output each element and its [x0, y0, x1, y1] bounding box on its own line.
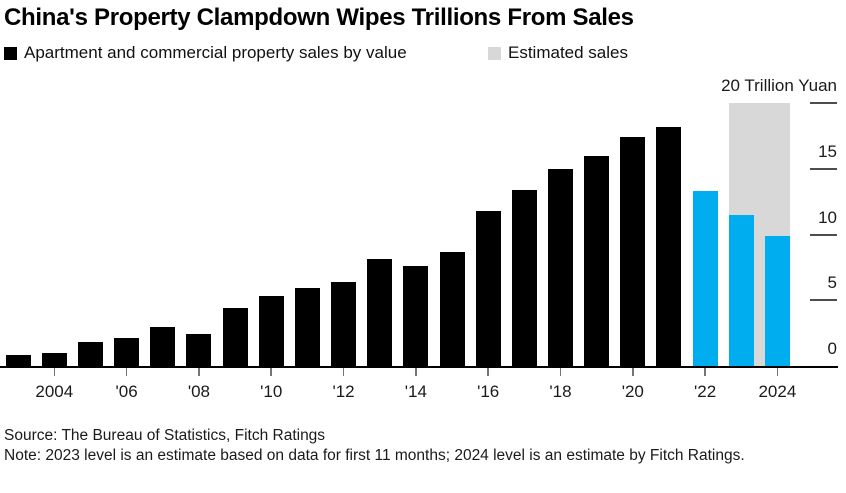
x-tick-2018	[559, 368, 562, 376]
legend-label-actual-sales: Apartment and commercial property sales …	[24, 43, 407, 62]
legend-item-estimated-sales: Estimated sales	[488, 43, 628, 62]
x-label-2004: 2004	[35, 382, 74, 401]
x-label-2014: '14	[404, 382, 427, 401]
x-tick-2004	[53, 368, 56, 376]
bar-2006	[114, 338, 140, 366]
y-label-5: 5	[827, 273, 837, 293]
x-tick-2006	[125, 368, 128, 376]
x-tick-2014	[415, 368, 417, 376]
bar-2018	[547, 168, 573, 366]
bar-2013	[367, 259, 393, 366]
x-label-2006: '06	[115, 382, 138, 401]
x-label-2024: 2024	[758, 382, 797, 401]
chart-footer: Source: The Bureau of Statistics, Fitch …	[4, 426, 764, 466]
bar-2019	[584, 155, 610, 366]
x-tick-2012	[342, 368, 345, 376]
bar-2005	[77, 342, 103, 366]
x-tick-2008	[198, 368, 200, 376]
x-tick-2016	[487, 368, 489, 376]
y-label-0: 0	[827, 339, 837, 358]
bar-2004	[41, 352, 67, 366]
y-tick-5	[810, 299, 837, 302]
bar-2015	[439, 251, 465, 366]
bar-2014	[403, 266, 429, 366]
x-tick-2010	[270, 368, 272, 376]
x-label-2010: '10	[260, 382, 283, 401]
bar-2021	[656, 126, 682, 366]
bar-2003	[5, 355, 31, 366]
x-label-2012: '12	[332, 382, 355, 401]
y-tick-10	[810, 233, 837, 236]
legend-swatch-actual-sales	[4, 46, 17, 60]
x-axis-line	[0, 366, 838, 368]
x-tick-2020	[632, 368, 634, 376]
legend-item-actual-sales: Apartment and commercial property sales …	[4, 43, 407, 62]
x-label-2008: '08	[187, 382, 210, 401]
x-label-2016: '16	[477, 382, 500, 401]
bar-2023	[728, 214, 754, 366]
note-text: Note: 2023 level is an estimate based on…	[4, 447, 745, 464]
legend-swatch-estimated-sales	[488, 46, 501, 60]
y-label-15: 15	[818, 141, 837, 161]
bar-2016	[475, 210, 501, 366]
bar-2008	[186, 334, 212, 366]
legend-label-estimated-sales: Estimated sales	[508, 43, 628, 62]
bar-2012	[331, 281, 357, 366]
x-label-2018: '18	[549, 382, 572, 401]
x-tick-2022	[704, 368, 706, 376]
bar-2010	[258, 296, 284, 366]
y-axis-unit-label: 20 Trillion Yuan	[721, 76, 837, 95]
y-label-10: 10	[818, 207, 837, 227]
bar-2024	[764, 235, 790, 366]
source-text: Source: The Bureau of Statistics, Fitch …	[4, 427, 326, 444]
x-label-2020: '20	[621, 382, 644, 401]
bar-2022	[692, 191, 718, 366]
bar-2020	[620, 137, 646, 366]
chart-title: China's Property Clampdown Wipes Trillio…	[4, 4, 634, 31]
bar-2009	[222, 308, 248, 366]
x-tick-2024	[776, 368, 779, 376]
bar-2017	[511, 189, 537, 366]
bar-2011	[294, 288, 320, 366]
y-tick-20	[810, 102, 837, 104]
bar-2007	[150, 326, 176, 366]
y-tick-15	[810, 167, 837, 170]
x-label-2022: '22	[694, 382, 717, 401]
